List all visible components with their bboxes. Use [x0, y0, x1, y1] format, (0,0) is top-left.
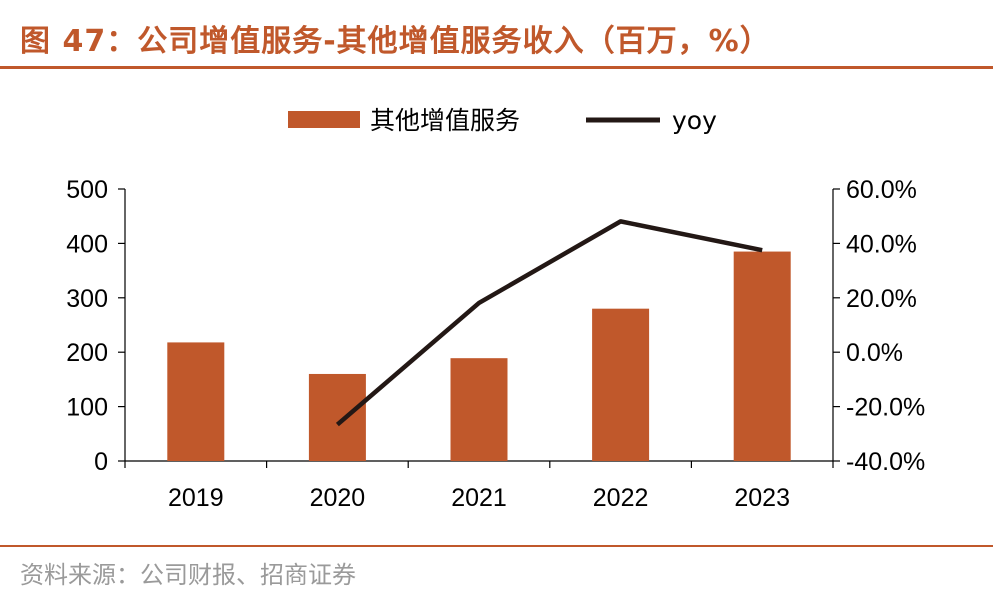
right-tick-label: -40.0% [846, 448, 925, 476]
chart-canvas: 其他增值服务 yoy 0100200300400500-40.0%-20.0%0… [66, 106, 925, 512]
legend-line-label: yoy [672, 106, 717, 135]
left-tick-label: 0 [94, 448, 108, 476]
bar-2019 [167, 342, 225, 461]
bar-2021 [450, 358, 508, 461]
yoy-line-group [335, 219, 763, 427]
left-tick-label: 500 [66, 176, 108, 204]
yoy-line [335, 219, 763, 427]
legend-bar-swatch [288, 111, 360, 128]
right-tick-label: 0.0% [846, 339, 903, 367]
legend-bar-label: 其他增值服务 [370, 106, 520, 135]
bars [167, 251, 791, 461]
tick-labels: 0 100 200 300 400 500 -40.0% -20.0% 0.0% 20.0% 40.… [66, 176, 925, 512]
footer-divider [0, 545, 993, 547]
left-tick-label: 400 [66, 230, 108, 258]
left-tick-label: 200 [66, 339, 108, 367]
chart-title: 图 47：公司增值服务-其他增值服务收入（百万，%） [20, 24, 771, 59]
bar-2022 [592, 308, 650, 461]
right-tick-label: -20.0% [846, 394, 925, 422]
bar-2020 [308, 373, 366, 461]
legend: 其他增值服务 yoy [288, 106, 717, 135]
source-note: 资料来源：公司财报、招商证券 [20, 561, 356, 589]
bar-2023 [733, 251, 791, 461]
right-tick-label: 40.0% [846, 230, 917, 258]
x-tick-label: 2019 [168, 484, 224, 512]
x-tick-label: 2022 [593, 484, 649, 512]
x-tick-label: 2023 [734, 484, 790, 512]
left-tick-label: 100 [66, 394, 108, 422]
x-tick-label: 2020 [310, 484, 366, 512]
x-tick-label: 2021 [451, 484, 507, 512]
right-tick-label: 20.0% [846, 285, 917, 313]
right-tick-label: 60.0% [846, 176, 917, 204]
left-tick-label: 300 [66, 285, 108, 313]
title-divider [0, 66, 993, 69]
